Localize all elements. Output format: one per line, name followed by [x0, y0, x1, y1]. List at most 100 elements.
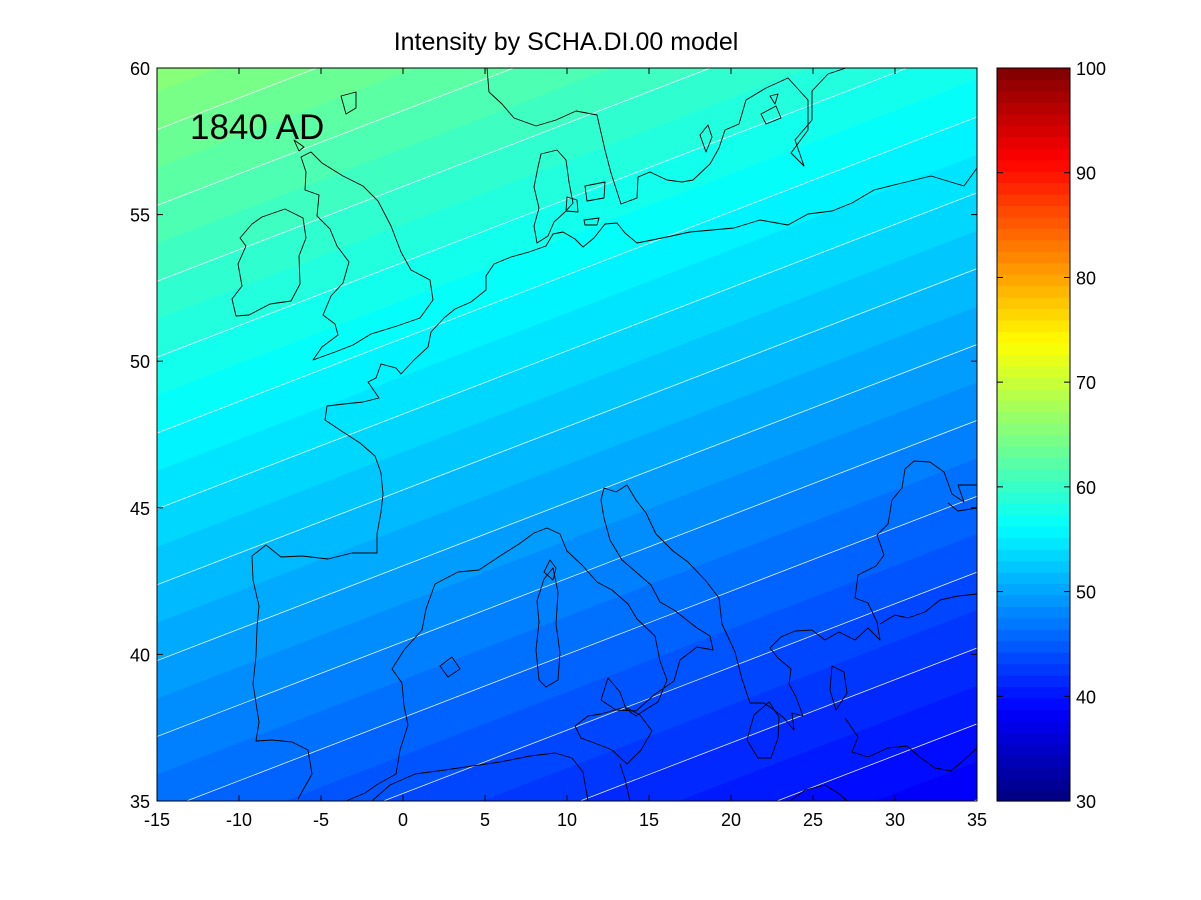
x-axis-ticks: -15 -10 -5 0 5 10 15 20 25 30 35	[144, 68, 987, 830]
x-tick-label: -5	[313, 810, 329, 830]
map-axes: -15 -10 -5 0 5 10 15 20 25 30 35 35 40 45 50 55 60	[130, 59, 987, 830]
x-tick-label: 30	[885, 810, 905, 830]
coastlines	[231, 68, 977, 801]
contour-line	[776, 723, 977, 801]
colorbar-band	[997, 342, 1070, 355]
colorbar-tick-label: 50	[1076, 583, 1096, 603]
colorbar-band	[997, 274, 1070, 287]
colorbar-band	[997, 216, 1070, 229]
colorbar-band	[997, 159, 1070, 172]
colorbar-tick-label: 30	[1076, 792, 1096, 812]
colorbar-band	[997, 285, 1070, 298]
colorbar-band	[997, 102, 1070, 115]
y-tick-label: 60	[130, 59, 150, 79]
colorbar-ticks: 30 40 50 60 70 80 90 100	[997, 59, 1106, 812]
colorbar-band	[997, 549, 1070, 562]
colorbar-band	[997, 583, 1070, 596]
colorbar-band	[997, 697, 1070, 710]
colorbar-band	[997, 205, 1070, 218]
colorbar-band	[997, 675, 1070, 688]
chart-title: Intensity by SCHA.DI.00 model	[394, 28, 739, 56]
colorbar-band	[997, 755, 1070, 768]
colorbar-band	[997, 778, 1070, 791]
colorbar-band	[997, 148, 1070, 161]
intensity-field	[157, 68, 977, 801]
colorbar-band	[997, 732, 1070, 745]
contour-line	[157, 68, 711, 282]
colorbar-tick-label: 70	[1076, 373, 1096, 393]
colorbar-tick-label: 100	[1076, 59, 1106, 79]
x-tick-label: 15	[639, 810, 659, 830]
colorbar-band	[997, 640, 1070, 653]
x-tick-label: 0	[398, 810, 408, 830]
colorbar-band	[997, 377, 1070, 390]
colorbar-gradient	[997, 68, 1070, 802]
colorbar-band	[997, 594, 1070, 607]
colorbar-band	[997, 228, 1070, 241]
colorbar-band	[997, 251, 1070, 264]
y-tick-label: 35	[130, 792, 150, 812]
x-tick-label: -15	[144, 810, 170, 830]
colorbar-band	[997, 319, 1070, 333]
year-annotation: 1840 AD	[190, 108, 324, 147]
colorbar-band	[997, 491, 1070, 504]
colorbar-band	[997, 686, 1070, 699]
colorbar-band	[997, 136, 1070, 149]
colorbar-band	[997, 457, 1070, 470]
x-tick-label: -10	[226, 810, 252, 830]
colorbar-band	[997, 388, 1070, 401]
y-tick-label: 40	[130, 645, 150, 665]
colorbar-band	[997, 445, 1070, 458]
colorbar-band	[997, 239, 1070, 252]
contour-line	[383, 571, 977, 801]
contour-line	[157, 68, 317, 130]
colorbar-band	[997, 617, 1070, 630]
x-tick-label: 35	[967, 810, 987, 830]
colorbar-band	[997, 652, 1070, 665]
contour-line	[157, 344, 977, 662]
x-tick-label: 25	[803, 810, 823, 830]
colorbar-band	[997, 560, 1070, 573]
colorbar-band	[997, 606, 1070, 619]
colorbar-band	[997, 423, 1070, 436]
contour-line	[157, 192, 977, 510]
colorbar-band	[997, 526, 1070, 539]
colorbar-band	[997, 514, 1070, 527]
y-tick-label: 55	[130, 206, 150, 226]
colorbar-band	[997, 297, 1070, 310]
colorbar-tick-label: 80	[1076, 268, 1096, 288]
contour-line	[157, 68, 908, 358]
colorbar-tick-label: 60	[1076, 478, 1096, 498]
y-axis-ticks: 35 40 45 50 55 60	[130, 59, 977, 812]
field-band	[157, 68, 219, 92]
colorbar-band	[997, 182, 1070, 195]
colorbar-band	[997, 308, 1070, 321]
colorbar-band	[997, 434, 1070, 447]
contour-line	[157, 68, 514, 206]
colorbar-band	[997, 743, 1070, 756]
colorbar-band	[997, 720, 1070, 733]
colorbar-band	[997, 331, 1070, 344]
colorbar-band	[997, 480, 1070, 493]
contour-line	[157, 268, 977, 586]
colorbar-band	[997, 709, 1070, 722]
colorbar-band	[997, 411, 1070, 424]
colorbar-band	[997, 503, 1070, 516]
colorbar-band	[997, 365, 1070, 378]
colorbar-band	[997, 354, 1070, 367]
colorbar-band	[997, 68, 1070, 81]
y-tick-label: 50	[130, 352, 150, 372]
colorbar-band	[997, 113, 1070, 126]
colorbar-band	[997, 766, 1070, 779]
colorbar-band	[997, 90, 1070, 103]
colorbar-band	[997, 125, 1070, 138]
colorbar-band	[997, 629, 1070, 642]
colorbar-band	[997, 571, 1070, 584]
colorbar-band	[997, 789, 1070, 802]
contour-line	[157, 116, 977, 434]
x-tick-label: 10	[557, 810, 577, 830]
y-tick-label: 45	[130, 499, 150, 519]
contour-line	[186, 495, 977, 801]
contour-line	[157, 420, 977, 737]
contour-lines	[157, 68, 977, 801]
